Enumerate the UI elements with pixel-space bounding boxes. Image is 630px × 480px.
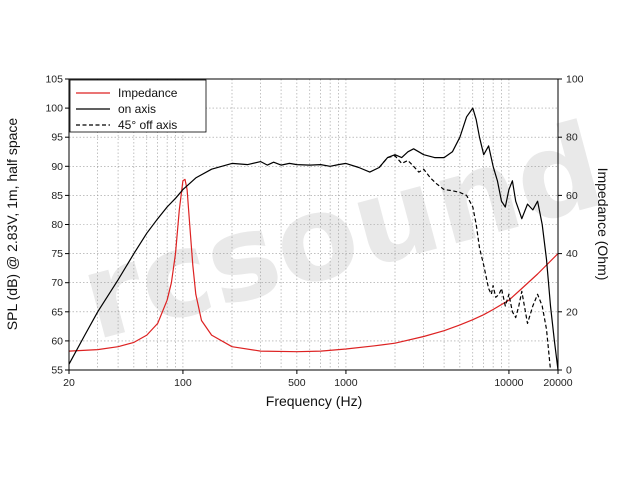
legend-label: 45° off axis	[118, 118, 177, 132]
x-tick-label: 500	[288, 377, 306, 389]
y-tick-label-left: 100	[45, 103, 63, 115]
x-tick-label: 1000	[334, 377, 358, 389]
chart-grid	[69, 79, 558, 370]
y-tick-label-left: 90	[51, 161, 63, 173]
y-tick-label-left: 95	[51, 132, 63, 144]
y-tick-label-right: 80	[566, 132, 578, 144]
chart-ticks: 55 60 65 70 75 80 85 90 95 100 105 0 20 40 60 80 100 20 10…	[45, 74, 583, 390]
x-tick-label: 20000	[543, 377, 572, 389]
y-tick-label-left: 75	[51, 248, 63, 260]
y-tick-label-left: 70	[51, 277, 63, 289]
x-tick-label: 20	[63, 377, 75, 389]
legend-box	[69, 79, 207, 133]
legend-label: on axis	[118, 102, 156, 116]
y-tick-label-right: 40	[566, 248, 578, 260]
series-line-impedance	[68, 178, 559, 353]
chart-legend: Impedance on axis 45° off axis	[69, 79, 207, 133]
y-tick-label-left: 85	[51, 190, 63, 202]
y-tick-label-right: 100	[566, 74, 584, 86]
y-tick-label-left: 80	[51, 219, 63, 231]
y-tick-label-left: 60	[51, 335, 63, 347]
series-line-on-axis	[68, 107, 559, 371]
y-tick-label-right: 20	[566, 306, 578, 318]
x-axis-title: Frequency (Hz)	[266, 393, 362, 409]
y-tick-label-left: 65	[51, 306, 63, 318]
legend-label: Impedance	[118, 86, 178, 100]
y-tick-label-left: 55	[51, 365, 63, 377]
x-tick-label: 100	[174, 377, 192, 389]
series-line-45-off-axis	[378, 155, 552, 371]
chart-curves	[68, 107, 559, 371]
y-axis-title-left: SPL (dB) @ 2.83V, 1m, half space	[4, 118, 20, 331]
x-tick-label: 10000	[494, 377, 523, 389]
y-axis-title-right: Impedance (Ohm)	[595, 168, 611, 281]
y-tick-label-right: 60	[566, 190, 578, 202]
y-tick-label-left: 105	[45, 74, 63, 86]
y-tick-label-right: 0	[566, 365, 572, 377]
